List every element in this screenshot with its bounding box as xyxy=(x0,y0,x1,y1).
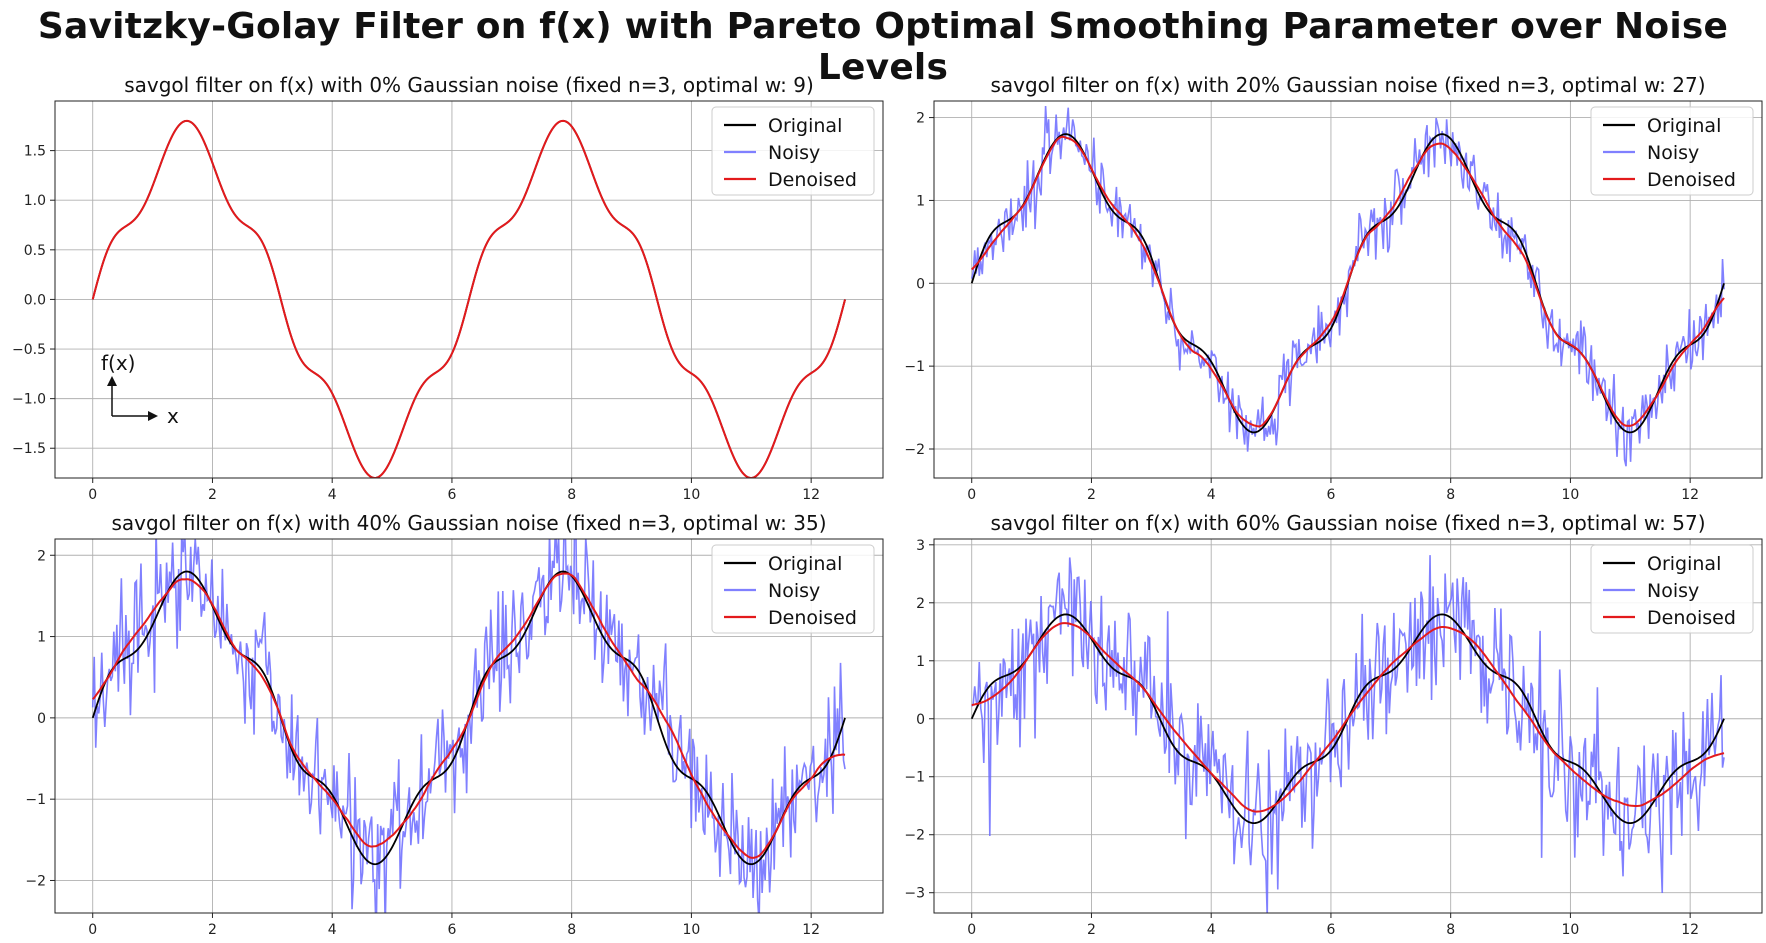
y-tick-label: 0 xyxy=(37,711,46,727)
y-tick-label: 0.5 xyxy=(24,243,46,259)
arrow-up-head xyxy=(107,376,117,386)
annotation-xlabel: x xyxy=(167,404,179,428)
y-tick-label: 3 xyxy=(916,538,925,554)
x-tick-label: 12 xyxy=(802,487,820,503)
legend-label-denoised: Denoised xyxy=(768,169,857,191)
y-tick-label: −1 xyxy=(904,770,925,786)
y-tick-label: −1 xyxy=(25,792,46,808)
legend-box xyxy=(1590,106,1754,196)
y-tick-label: 0.0 xyxy=(24,292,46,308)
legend-label-original: Original xyxy=(768,115,842,137)
legend-label-original: Original xyxy=(768,553,842,575)
axes-frame xyxy=(933,100,1763,479)
legend-label-denoised: Denoised xyxy=(1647,607,1736,629)
y-tick-label: 2 xyxy=(37,548,46,564)
legend-label-original: Original xyxy=(1647,115,1721,137)
legend-box xyxy=(711,544,875,634)
x-tick-label: 12 xyxy=(1681,922,1699,938)
x-tick-label: 6 xyxy=(447,922,456,938)
legend-box xyxy=(711,106,875,196)
x-tick-label: 8 xyxy=(567,922,576,938)
y-tick-label: 2 xyxy=(916,596,925,612)
x-tick-label: 8 xyxy=(1446,922,1455,938)
series-denoised-line xyxy=(971,135,1725,428)
subplot-title: savgol filter on f(x) with 40% Gaussian … xyxy=(111,511,826,535)
y-tick-label: −1.0 xyxy=(12,392,46,408)
x-tick-label: 6 xyxy=(1326,922,1335,938)
series-denoised-line xyxy=(92,572,846,859)
legend-label-original: Original xyxy=(1647,553,1721,575)
legend-label-denoised: Denoised xyxy=(1647,169,1736,191)
legend: Original Noisy Denoised xyxy=(711,106,875,196)
axes-frame xyxy=(54,100,884,479)
legend-label-noisy: Noisy xyxy=(768,142,820,164)
x-tick-label: 2 xyxy=(1087,487,1096,503)
x-tick-label: 10 xyxy=(683,922,701,938)
axis-arrows-annotation: f(x) x xyxy=(101,351,179,428)
x-tick-label: 2 xyxy=(208,487,217,503)
x-tick-label: 2 xyxy=(1087,922,1096,938)
x-tick-label: 10 xyxy=(1562,922,1580,938)
x-tick-label: 4 xyxy=(328,487,337,503)
y-tick-label: 1 xyxy=(916,193,925,209)
y-tick-label: 1.0 xyxy=(24,193,46,209)
legend: Original Noisy Denoised xyxy=(711,544,875,634)
axes-frame xyxy=(933,538,1763,914)
x-tick-label: 4 xyxy=(328,922,337,938)
x-tick-label: 0 xyxy=(88,487,97,503)
y-tick-label: 0 xyxy=(916,712,925,728)
y-tick-label: −1.5 xyxy=(12,441,46,457)
y-tick-label: 1.5 xyxy=(24,144,46,160)
series-noisy-line xyxy=(970,106,1725,467)
x-tick-label: 4 xyxy=(1207,487,1216,503)
x-tick-label: 12 xyxy=(1681,487,1699,503)
legend: Original Noisy Denoised xyxy=(1590,544,1754,634)
annotation-ylabel: f(x) xyxy=(101,351,135,375)
subplot-1: 0 2 4 6 8 10 12 −1.5 −1.0 −0.5 0.0 0.5 1.0 1.5 savgol … xyxy=(12,73,884,503)
arrow-right-head xyxy=(148,411,158,421)
series-denoised-line xyxy=(91,119,847,478)
x-tick-label: 12 xyxy=(802,922,820,938)
x-tick-label: 8 xyxy=(567,487,576,503)
subplot-title: savgol filter on f(x) with 20% Gaussian … xyxy=(990,73,1705,97)
x-tick-label: 10 xyxy=(683,487,701,503)
axes-frame xyxy=(54,538,884,914)
y-tick-label: −3 xyxy=(904,886,925,902)
subplot-title: savgol filter on f(x) with 0% Gaussian n… xyxy=(124,73,814,97)
legend-label-noisy: Noisy xyxy=(768,580,820,602)
x-tick-label: 0 xyxy=(88,922,97,938)
series-denoised-line xyxy=(971,622,1725,813)
x-tick-label: 6 xyxy=(1326,487,1335,503)
legend-label-denoised: Denoised xyxy=(768,607,857,629)
x-tick-label: 4 xyxy=(1207,922,1216,938)
legend-label-noisy: Noisy xyxy=(1647,142,1699,164)
x-tick-label: 8 xyxy=(1446,487,1455,503)
series-noisy-line xyxy=(971,555,1725,913)
x-tick-label: 6 xyxy=(447,487,456,503)
y-tick-label: −2 xyxy=(25,873,46,889)
y-tick-label: 0 xyxy=(916,276,925,292)
x-tick-label: 10 xyxy=(1562,487,1580,503)
y-tick-label: 1 xyxy=(37,630,46,646)
legend-box xyxy=(1590,544,1754,634)
y-tick-label: −2 xyxy=(904,442,925,458)
x-tick-label: 0 xyxy=(967,487,976,503)
x-tick-label: 0 xyxy=(967,922,976,938)
legend: Original Noisy Denoised xyxy=(1590,106,1754,196)
subplot-title: savgol filter on f(x) with 60% Gaussian … xyxy=(990,511,1705,535)
y-tick-label: −2 xyxy=(904,828,925,844)
x-tick-label: 2 xyxy=(208,922,217,938)
y-tick-label: 2 xyxy=(916,111,925,127)
y-tick-label: −1 xyxy=(904,359,925,375)
legend-label-noisy: Noisy xyxy=(1647,580,1699,602)
y-tick-label: 1 xyxy=(916,654,925,670)
figure-title: Savitzky-Golay Filter on f(x) with Paret… xyxy=(37,6,1729,88)
y-tick-label: −0.5 xyxy=(12,342,46,358)
